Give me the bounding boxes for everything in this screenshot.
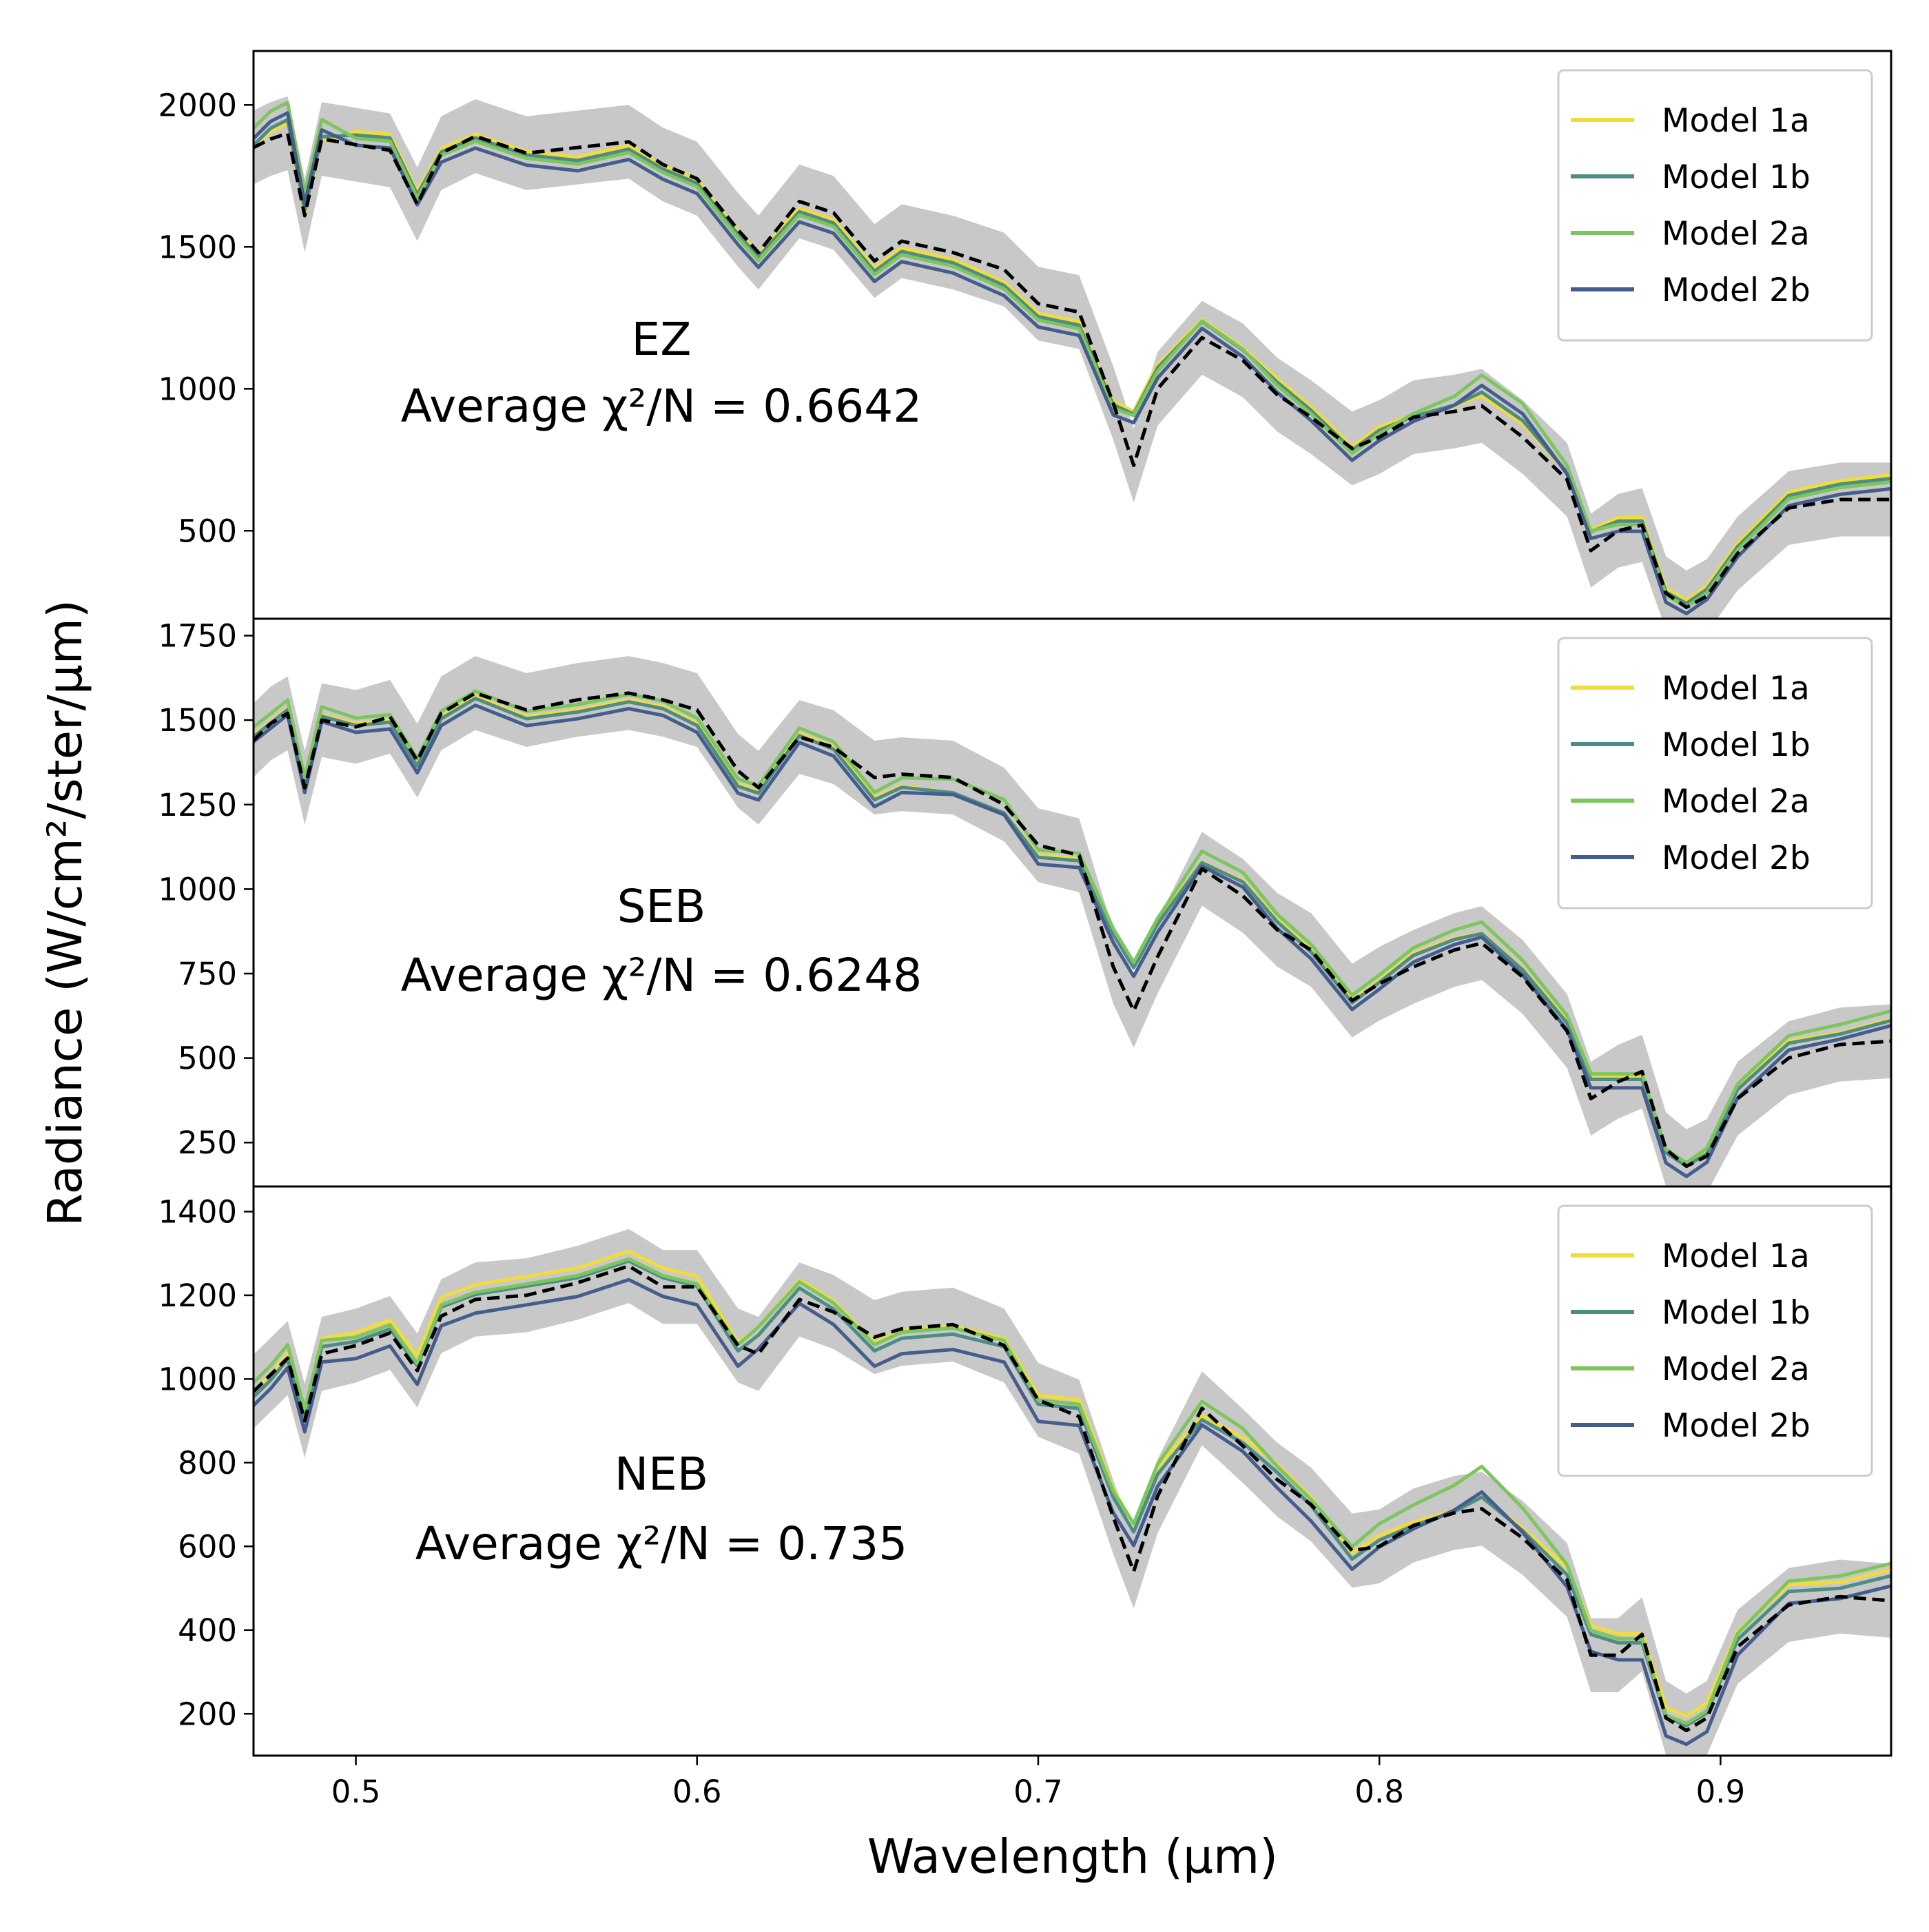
series-line-model-2b: [254, 111, 1891, 616]
legend-label: Model 2b: [1662, 271, 1811, 309]
x-tick-label: 0.8: [1354, 1774, 1404, 1810]
panel-ez: 500 1000 1500 2000 EZ Average χ²/N = 0.6642 Mo…: [158, 50, 1892, 620]
region-label: NEB: [615, 1448, 708, 1501]
chi-square-label: Average χ²/N = 0.735: [415, 1517, 907, 1570]
y-tick-label: 500: [178, 1040, 237, 1077]
legend-label: Model 1b: [1662, 1294, 1811, 1332]
series-line-model-2b: [254, 703, 1891, 1178]
y-tick-label: 1000: [158, 871, 237, 907]
y-tick-label: 750: [178, 956, 237, 992]
legend-label: Model 2a: [1662, 215, 1810, 253]
x-tick-label: 0.5: [331, 1774, 381, 1810]
plot-area: [254, 656, 1891, 1186]
legend: Model 1a Model 1b Model 2a Model 2b: [1557, 1204, 1873, 1477]
legend-label: Model 2b: [1662, 1407, 1811, 1445]
chi-square-label: Average χ²/N = 0.6248: [401, 949, 922, 1002]
x-axis-title: Wavelength (µm): [867, 1829, 1278, 1884]
panel-frame: [252, 1185, 1892, 1757]
x-tick-label: 0.9: [1696, 1774, 1746, 1810]
x-tick-label: 0.6: [672, 1774, 722, 1810]
panel-seb: 250 500 750 1000 1250 1500 1750 SEB Average χ²/N…: [158, 617, 1892, 1188]
y-tick-label: 250: [178, 1124, 237, 1161]
legend-box: [1557, 69, 1873, 342]
legend-label: Model 2b: [1662, 839, 1811, 877]
y-tick-label: 1000: [158, 1361, 237, 1397]
y-tick-label: 800: [178, 1445, 237, 1481]
series-line-model-2b: [254, 1277, 1891, 1746]
y-axis-title: Radiance (W/cm²/ster/µm): [38, 599, 93, 1226]
y-tick-label: 600: [178, 1528, 237, 1565]
plot-area: [254, 1229, 1891, 1756]
legend-label: Model 1b: [1662, 726, 1811, 764]
panels: 500 1000 1500 2000 EZ Average χ²/N = 0.6642 Mo…: [158, 50, 1892, 1757]
chi-square-label: Average χ²/N = 0.6642: [401, 380, 922, 433]
series-line-model-1a: [254, 121, 1891, 602]
y-tick-label: 1500: [158, 229, 237, 265]
y-tick-label: 1250: [158, 787, 237, 823]
y-tick-label: 500: [178, 513, 237, 549]
legend-label: Model 1a: [1662, 102, 1810, 140]
x-tick-label: 0.7: [1013, 1774, 1063, 1810]
series-line-model-2a: [254, 689, 1891, 1165]
region-label: EZ: [632, 313, 692, 366]
legend-label: Model 1b: [1662, 158, 1811, 196]
region-label: SEB: [617, 880, 706, 933]
y-tick-label: 1000: [158, 371, 237, 407]
y-tick-label: 200: [178, 1696, 237, 1732]
legend-label: Model 1a: [1662, 1237, 1810, 1275]
x-axis: 0.5 0.6 0.7 0.8 0.9: [331, 1756, 1745, 1810]
uncertainty-band: [254, 656, 1891, 1186]
legend-label: Model 2a: [1662, 1350, 1810, 1388]
series-line-model-1b: [254, 118, 1891, 606]
series-line-observed: [254, 1264, 1891, 1733]
legend: Model 1a Model 1b Model 2a Model 2b: [1557, 637, 1873, 910]
y-tick-label: 1750: [158, 618, 237, 655]
legend-label: Model 1a: [1662, 670, 1810, 708]
legend: Model 1a Model 1b Model 2a Model 2b: [1557, 69, 1873, 342]
y-tick-label: 1200: [158, 1277, 237, 1314]
series-line-model-1a: [254, 1249, 1891, 1718]
y-tick-label: 2000: [158, 87, 237, 123]
legend-box: [1557, 637, 1873, 910]
y-tick-label: 1500: [158, 702, 237, 739]
series-line-observed: [254, 691, 1891, 1169]
plot-area: [254, 96, 1891, 619]
y-tick-label: 1400: [158, 1193, 237, 1230]
legend-box: [1557, 1204, 1873, 1477]
series-line-model-2a: [254, 1257, 1891, 1725]
y-tick-label: 400: [178, 1612, 237, 1649]
uncertainty-band: [254, 1229, 1891, 1756]
legend-label: Model 2a: [1662, 783, 1810, 821]
panel-neb: 200 400 600 800 1000 1200 1400 NEB Average χ²/N …: [158, 1185, 1892, 1757]
